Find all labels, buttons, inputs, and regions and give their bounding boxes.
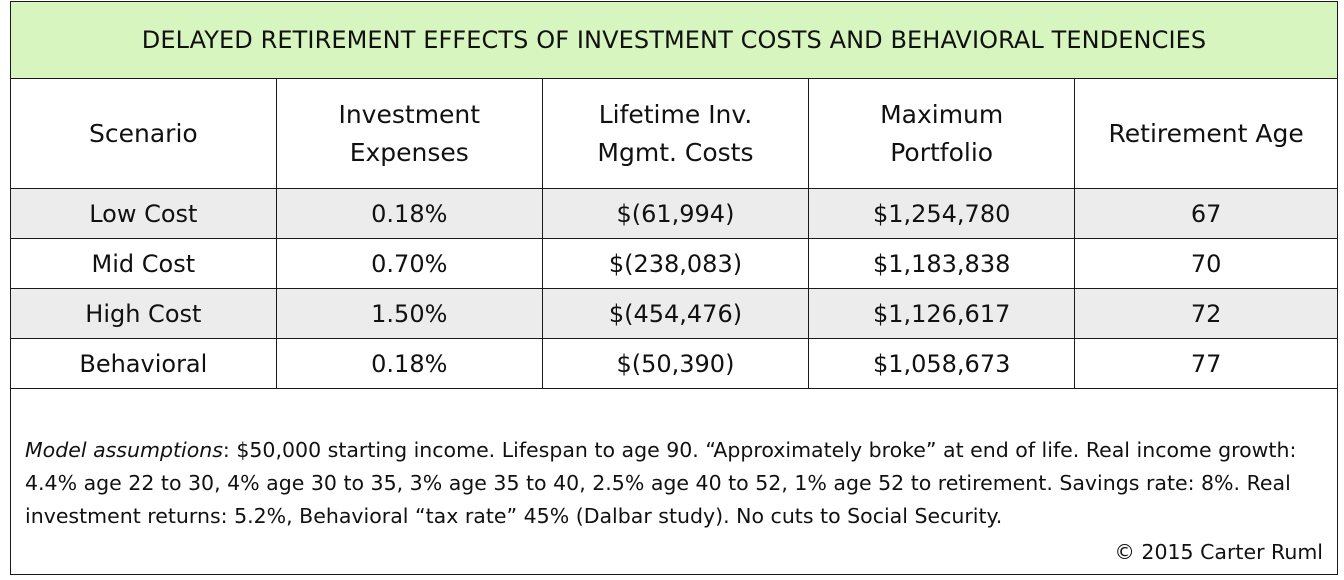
header-retirement-age-line-1: Retirement Age: [1109, 119, 1304, 148]
header-maximum-portfolio-line-1: Maximum: [880, 100, 1003, 129]
cell-scenario: Mid Cost: [11, 239, 276, 289]
cell-maximum-portfolio: $1,183,838: [809, 239, 1075, 289]
cell-investment-expenses: 0.18%: [276, 189, 542, 239]
cell-scenario: Behavioral: [11, 339, 276, 389]
cell-scenario: Low Cost: [11, 189, 276, 239]
cell-scenario: High Cost: [11, 289, 276, 339]
cell-lifetime-costs: $(50,390): [542, 339, 808, 389]
header-lifetime-costs-line-2: Mgmt. Costs: [597, 138, 753, 167]
table-header: Scenario Investment Expenses Lifetime In…: [11, 79, 1337, 189]
header-scenario: Scenario: [11, 79, 276, 189]
header-scenario-line-1: Scenario: [89, 119, 198, 148]
cell-investment-expenses: 0.18%: [276, 339, 542, 389]
cell-retirement-age: 70: [1075, 239, 1337, 289]
header-investment-expenses-line-2: Expenses: [350, 138, 469, 167]
cell-retirement-age: 77: [1075, 339, 1337, 389]
copyright-notice: © 2015 Carter Ruml: [1114, 540, 1323, 564]
cell-maximum-portfolio: $1,058,673: [809, 339, 1075, 389]
header-lifetime-costs: Lifetime Inv. Mgmt. Costs: [542, 79, 808, 189]
header-lifetime-costs-line-1: Lifetime Inv.: [599, 100, 753, 129]
cell-lifetime-costs: $(454,476): [542, 289, 808, 339]
table-title: DELAYED RETIREMENT EFFECTS OF INVESTMENT…: [11, 2, 1337, 79]
table-body: Low Cost 0.18% $(61,994) $1,254,780 67 M…: [11, 189, 1337, 389]
cell-lifetime-costs: $(238,083): [542, 239, 808, 289]
table-row: Mid Cost 0.70% $(238,083) $1,183,838 70: [11, 239, 1337, 289]
model-assumptions-label: Model assumptions: [25, 438, 223, 462]
table-row: High Cost 1.50% $(454,476) $1,126,617 72: [11, 289, 1337, 339]
cell-retirement-age: 67: [1075, 189, 1337, 239]
cell-retirement-age: 72: [1075, 289, 1337, 339]
cell-maximum-portfolio: $1,126,617: [809, 289, 1075, 339]
model-assumptions-note: Model assumptions: $50,000 starting inco…: [25, 434, 1325, 533]
cell-lifetime-costs: $(61,994): [542, 189, 808, 239]
header-retirement-age: Retirement Age: [1075, 79, 1337, 189]
header-investment-expenses: Investment Expenses: [276, 79, 542, 189]
cell-investment-expenses: 1.50%: [276, 289, 542, 339]
table-row: Low Cost 0.18% $(61,994) $1,254,780 67: [11, 189, 1337, 239]
cell-investment-expenses: 0.70%: [276, 239, 542, 289]
header-maximum-portfolio-line-2: Portfolio: [890, 138, 993, 167]
cell-maximum-portfolio: $1,254,780: [809, 189, 1075, 239]
table-row: Behavioral 0.18% $(50,390) $1,058,673 77: [11, 339, 1337, 389]
header-investment-expenses-line-1: Investment: [338, 100, 480, 129]
header-row: Scenario Investment Expenses Lifetime In…: [11, 79, 1337, 189]
results-table: Scenario Investment Expenses Lifetime In…: [11, 79, 1337, 389]
header-maximum-portfolio: Maximum Portfolio: [809, 79, 1075, 189]
retirement-table-card: DELAYED RETIREMENT EFFECTS OF INVESTMENT…: [10, 1, 1338, 575]
